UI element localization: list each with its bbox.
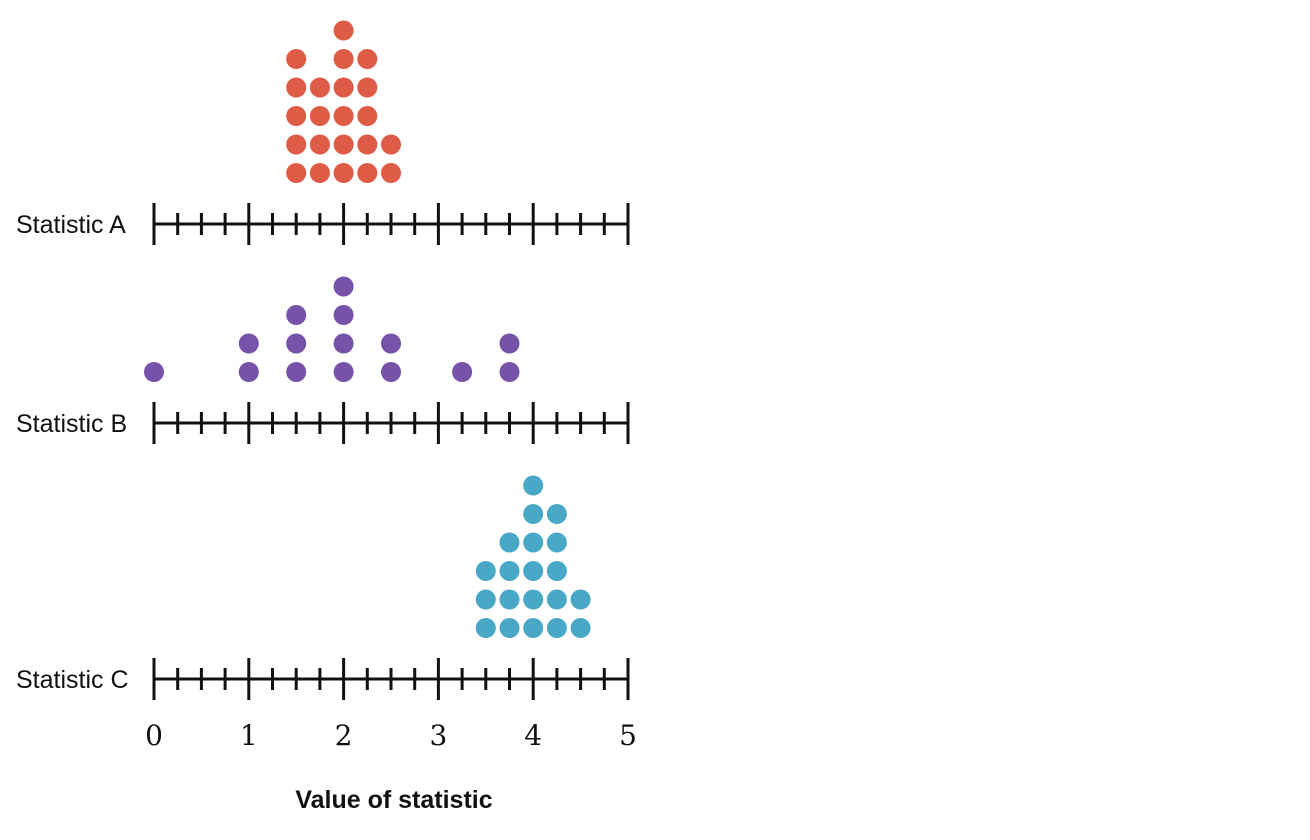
dot-plot-row: Statistic A xyxy=(16,20,630,245)
x-tick-label: 1 xyxy=(240,719,258,752)
data-dot xyxy=(309,77,330,98)
data-dot xyxy=(499,532,520,553)
data-dot xyxy=(357,163,378,183)
data-dot xyxy=(286,134,307,155)
data-dot xyxy=(357,77,378,98)
data-dot xyxy=(309,163,330,183)
data-dot xyxy=(381,333,401,354)
data-dot xyxy=(286,362,307,382)
x-tick-label: 2 xyxy=(335,719,353,752)
data-dot xyxy=(309,134,330,155)
data-dot xyxy=(286,163,307,183)
data-dot xyxy=(333,77,354,98)
data-dot xyxy=(546,561,567,581)
data-dot xyxy=(570,589,591,610)
data-dot xyxy=(286,333,307,354)
dot-plot-rows: Statistic A Statistic B Statistic C xyxy=(16,20,630,700)
data-dot xyxy=(286,77,307,98)
dot-plot-row: Statistic C xyxy=(16,475,630,700)
data-dot xyxy=(523,475,544,496)
data-dot xyxy=(546,504,567,524)
data-dot xyxy=(238,333,259,354)
x-tick-labels: 0 1 2 3 4 5 xyxy=(145,719,637,752)
data-dot xyxy=(333,276,354,297)
data-dot xyxy=(499,333,520,354)
data-dot xyxy=(546,618,567,638)
data-dot xyxy=(523,618,544,638)
row-label: Statistic C xyxy=(16,666,129,694)
x-axis-title: Value of statistic xyxy=(295,786,492,814)
data-dot xyxy=(144,362,164,382)
data-dot xyxy=(286,106,307,126)
data-dot xyxy=(333,305,354,325)
x-tick-label: 5 xyxy=(619,719,637,752)
data-dot xyxy=(523,589,544,610)
data-dot xyxy=(499,362,520,382)
dot-plot-row: Statistic B xyxy=(16,276,630,444)
data-dot xyxy=(333,106,354,126)
data-dot xyxy=(381,163,401,183)
data-dot xyxy=(499,618,520,638)
x-tick-label: 4 xyxy=(524,719,542,752)
data-dot xyxy=(546,589,567,610)
x-tick-label: 3 xyxy=(429,719,447,752)
data-dot xyxy=(238,362,259,382)
x-tick-label: 0 xyxy=(145,719,163,752)
data-dot xyxy=(286,305,307,325)
data-dot xyxy=(357,49,378,69)
data-dot xyxy=(286,49,307,69)
data-dot xyxy=(523,504,544,524)
data-dot xyxy=(475,561,496,581)
data-dot xyxy=(499,589,520,610)
data-dot xyxy=(546,532,567,553)
data-dot xyxy=(357,106,378,126)
data-dot xyxy=(333,362,354,382)
data-dot xyxy=(523,532,544,553)
data-dot xyxy=(381,362,401,382)
data-dot xyxy=(333,163,354,183)
data-dot xyxy=(333,20,354,41)
data-dot xyxy=(309,106,330,126)
data-dot xyxy=(381,134,401,155)
data-dot xyxy=(333,134,354,155)
data-dot xyxy=(357,134,378,155)
data-dot xyxy=(452,362,473,382)
data-dot xyxy=(475,589,496,610)
row-label: Statistic A xyxy=(16,211,126,239)
data-dot xyxy=(499,561,520,581)
data-dot xyxy=(333,333,354,354)
data-dot xyxy=(570,618,591,638)
data-dot xyxy=(523,561,544,581)
row-label: Statistic B xyxy=(16,410,127,438)
data-dot xyxy=(333,49,354,69)
data-dot xyxy=(475,618,496,638)
